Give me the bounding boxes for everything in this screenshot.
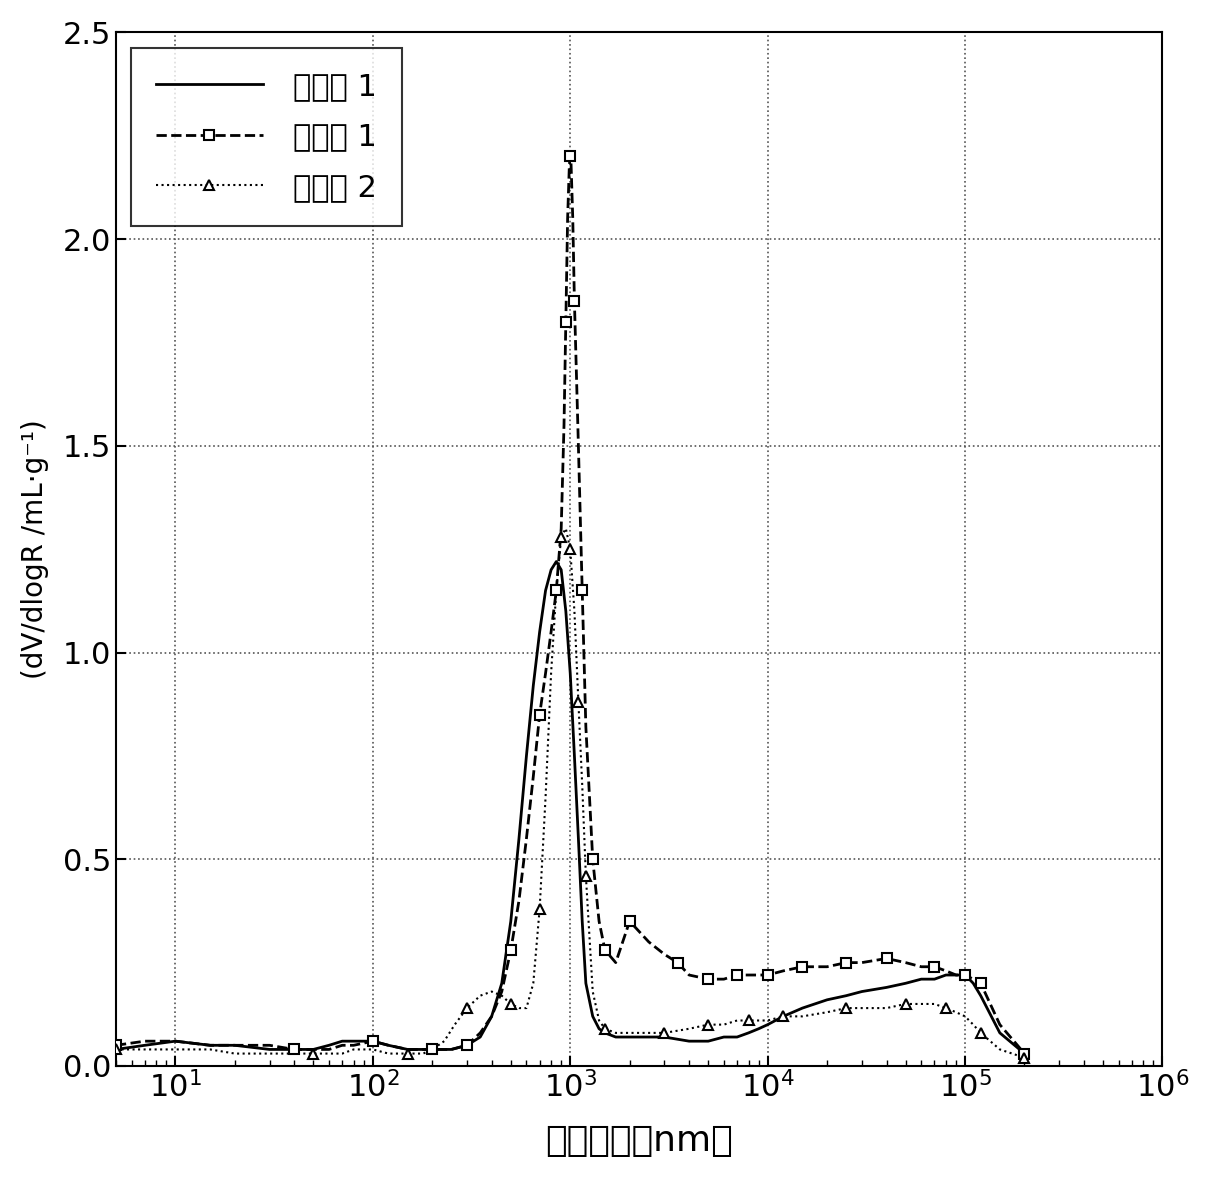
Line: 比较例 1: 比较例 1 bbox=[116, 157, 1025, 1054]
Legend: 实施例 1, 比较例 1, 比较例 2: 实施例 1, 比较例 1, 比较例 2 bbox=[131, 47, 402, 226]
比较例 1 bbox=[563, 150, 577, 164]
比较例 1 bbox=[168, 1034, 183, 1048]
比较例 2 bbox=[437, 1034, 451, 1048]
比较例 2 bbox=[958, 1009, 973, 1023]
比较例 2 bbox=[559, 521, 574, 535]
比较例 2 bbox=[109, 1042, 123, 1056]
Line: 比较例 2: 比较例 2 bbox=[116, 528, 1025, 1058]
实施例 1 bbox=[322, 1039, 336, 1053]
比较例 1 bbox=[760, 968, 774, 982]
比较例 2 bbox=[484, 984, 499, 999]
比较例 1 bbox=[109, 1039, 123, 1053]
比较例 2 bbox=[263, 1047, 277, 1061]
实施例 1 bbox=[962, 971, 976, 986]
比较例 2 bbox=[543, 666, 558, 680]
比较例 1 bbox=[495, 984, 509, 999]
实施例 1 bbox=[109, 1042, 123, 1056]
比较例 2 bbox=[1018, 1050, 1032, 1065]
实施例 1 bbox=[563, 666, 577, 680]
Y-axis label: (dV/dlogR /mL·g⁻¹): (dV/dlogR /mL·g⁻¹) bbox=[21, 420, 48, 679]
实施例 1 bbox=[346, 1034, 361, 1048]
实施例 1 bbox=[1018, 1047, 1032, 1061]
实施例 1 bbox=[549, 554, 564, 568]
实施例 1 bbox=[795, 1001, 809, 1015]
X-axis label: 孔隙半径（nm）: 孔隙半径（nm） bbox=[546, 1124, 733, 1158]
实施例 1 bbox=[543, 562, 558, 577]
比较例 1 bbox=[598, 943, 612, 957]
Line: 实施例 1: 实施例 1 bbox=[116, 561, 1025, 1054]
比较例 1 bbox=[564, 158, 578, 172]
比较例 1 bbox=[1018, 1047, 1032, 1061]
比较例 2 bbox=[820, 1006, 835, 1020]
比较例 1 bbox=[966, 971, 980, 986]
